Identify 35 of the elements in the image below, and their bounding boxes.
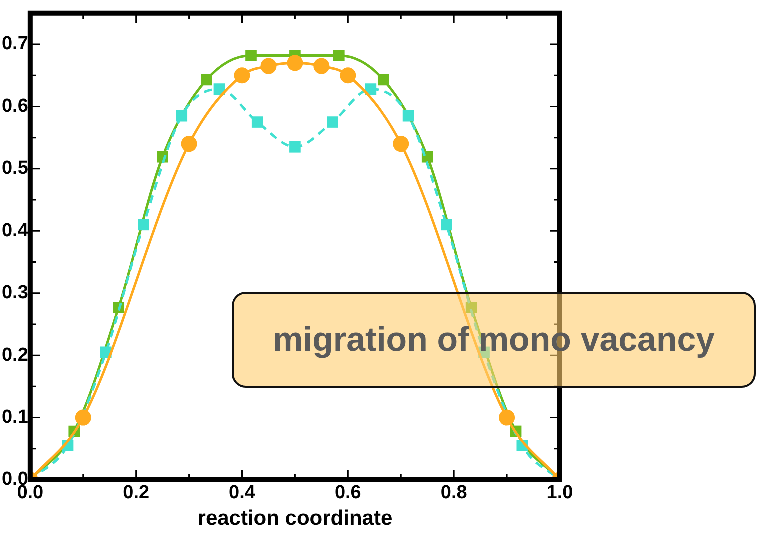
point	[378, 74, 390, 86]
point	[252, 116, 264, 128]
x-tick-label: 0.4	[229, 482, 256, 504]
y-tick-label: 0.4	[2, 220, 29, 242]
y-tick-label: 0.7	[2, 34, 28, 55]
point	[260, 58, 277, 74]
point	[499, 410, 516, 426]
point	[287, 55, 304, 72]
x-tick-label: 1.0	[546, 482, 574, 504]
y-tick-label: 0.5	[2, 158, 29, 180]
point	[181, 136, 198, 152]
point	[290, 142, 301, 153]
y-tick-label: 0.2	[2, 344, 28, 366]
x-tick-label: 0.6	[334, 482, 362, 504]
point	[176, 110, 188, 122]
x-axis-title: reaction coordinate	[198, 507, 393, 530]
point	[314, 58, 330, 74]
y-tick-label: 0.1	[2, 407, 29, 428]
point	[201, 74, 212, 86]
point	[441, 219, 452, 231]
x-tick-label: 0.8	[440, 482, 468, 504]
point	[234, 68, 250, 84]
x-tick-label: 0.2	[123, 482, 150, 504]
point	[393, 136, 410, 152]
point	[246, 50, 257, 62]
y-tick-label: 0.3	[2, 282, 28, 304]
point	[138, 219, 150, 231]
y-tick-label: 0.6	[2, 96, 28, 117]
point	[327, 116, 338, 128]
point	[365, 84, 377, 95]
point	[75, 410, 92, 426]
point	[214, 84, 226, 95]
point	[340, 68, 356, 84]
point	[402, 110, 414, 122]
point	[334, 50, 345, 62]
